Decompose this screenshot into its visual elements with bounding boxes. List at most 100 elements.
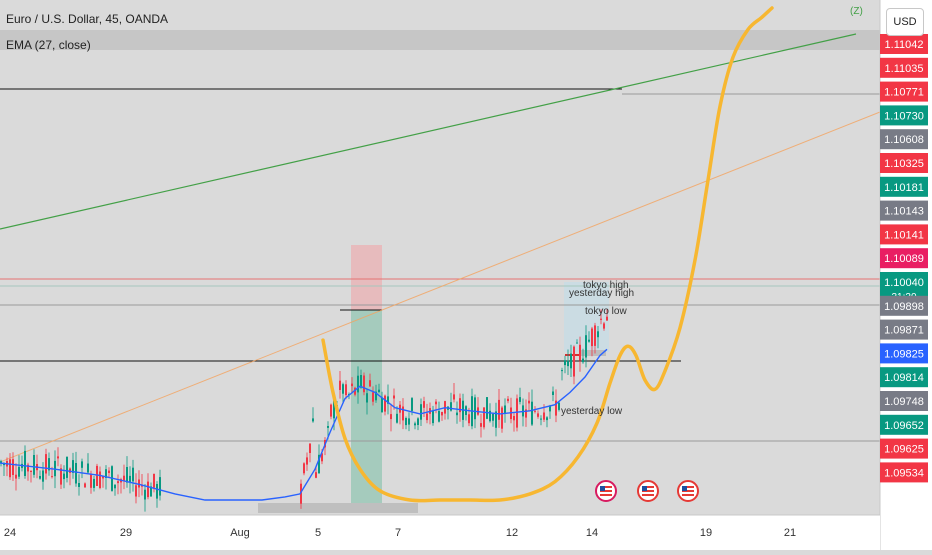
candle xyxy=(48,458,50,471)
candle xyxy=(585,335,587,358)
candle xyxy=(567,360,569,367)
candle xyxy=(411,398,413,411)
candle xyxy=(108,470,110,473)
time-label: 29 xyxy=(120,527,132,539)
candle xyxy=(363,375,365,393)
candle xyxy=(606,316,608,321)
candle xyxy=(300,483,302,504)
candle xyxy=(549,405,551,412)
candle xyxy=(534,410,536,412)
green-trendline[interactable] xyxy=(0,33,857,230)
candle xyxy=(153,473,155,488)
candle xyxy=(597,331,599,338)
indicator-label[interactable]: EMA (27, close) xyxy=(6,38,91,52)
us-flag-icon[interactable] xyxy=(595,480,617,502)
price-label-badge xyxy=(880,319,928,340)
event-flags[interactable] xyxy=(595,480,699,502)
bottom-range-box xyxy=(258,503,418,513)
candle xyxy=(531,401,533,425)
candle xyxy=(75,463,77,484)
time-axis[interactable] xyxy=(0,515,880,550)
price-label: 1.10141 xyxy=(884,229,924,241)
forecast-curve[interactable] xyxy=(321,6,774,503)
price-label-badge xyxy=(880,57,928,78)
orange-diagonal-line[interactable] xyxy=(0,111,881,463)
candle xyxy=(501,407,503,429)
candle xyxy=(390,414,392,420)
candle xyxy=(9,459,11,478)
candle xyxy=(459,398,461,413)
candle xyxy=(42,470,44,482)
price-label-badge xyxy=(880,129,928,150)
time-label: 12 xyxy=(506,527,518,539)
price-label: 1.09652 xyxy=(884,420,924,432)
candle xyxy=(333,400,335,419)
candle xyxy=(582,358,584,363)
candle xyxy=(486,397,488,419)
candle xyxy=(84,483,86,488)
candle xyxy=(561,370,563,372)
candle xyxy=(426,413,428,421)
candle xyxy=(543,412,545,420)
candle xyxy=(441,411,443,416)
candle xyxy=(387,396,389,404)
candle xyxy=(507,398,509,402)
candle xyxy=(405,418,407,426)
currency-button[interactable]: USD xyxy=(886,8,924,36)
symbol-title[interactable]: Euro / U.S. Dollar, 45, OANDA xyxy=(6,12,169,26)
candle xyxy=(438,410,440,422)
price-label-badge xyxy=(880,414,928,435)
candle xyxy=(117,481,119,484)
price-label-badge xyxy=(880,438,928,459)
price-label: 1.09825 xyxy=(884,348,924,360)
candle xyxy=(66,456,68,478)
price-label: 1.09625 xyxy=(884,444,924,456)
top-marker-label: (Z) xyxy=(850,6,863,17)
us-flag-icon[interactable] xyxy=(637,480,659,502)
candle xyxy=(384,395,386,412)
time-label: 24 xyxy=(4,527,16,539)
price-label: 1.09814 xyxy=(884,372,924,384)
candle xyxy=(432,411,434,424)
candle xyxy=(99,471,101,488)
candle xyxy=(102,476,104,479)
candle xyxy=(603,323,605,329)
candle xyxy=(540,418,542,420)
candle xyxy=(378,389,380,392)
candle xyxy=(474,397,476,420)
candle xyxy=(369,380,371,387)
price-label: 1.10181 xyxy=(884,182,924,194)
ema-line[interactable] xyxy=(0,348,608,501)
us-flag-icon[interactable] xyxy=(677,480,699,502)
candle xyxy=(45,454,47,474)
candle xyxy=(132,467,134,482)
candle xyxy=(57,456,59,459)
candle xyxy=(87,463,89,473)
price-label: 1.10089 xyxy=(884,253,924,265)
candle xyxy=(519,397,521,402)
candle xyxy=(375,391,377,401)
candle xyxy=(39,476,41,479)
candle xyxy=(63,473,65,480)
candle xyxy=(126,467,128,483)
candle xyxy=(480,423,482,427)
candle xyxy=(309,443,311,453)
candle xyxy=(321,453,323,462)
session-bar xyxy=(580,350,606,356)
price-label-badge xyxy=(880,200,928,221)
candle xyxy=(144,489,146,500)
candle xyxy=(15,474,17,479)
price-label: 1.09534 xyxy=(884,467,924,479)
candle xyxy=(558,402,560,410)
price-label-badge xyxy=(880,462,928,483)
candle xyxy=(366,393,368,403)
candle xyxy=(330,404,332,417)
candle xyxy=(537,413,539,417)
candle xyxy=(423,401,425,408)
candle xyxy=(420,404,422,420)
time-label: 7 xyxy=(395,527,401,539)
price-label: 1.10730 xyxy=(884,110,924,122)
candle xyxy=(156,484,158,499)
